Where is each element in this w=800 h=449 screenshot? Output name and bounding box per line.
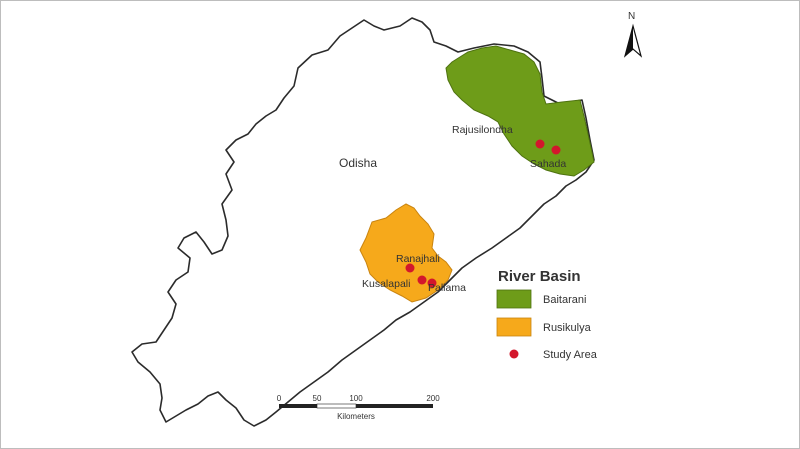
place-label-kusalapali: Kusalapali [362, 278, 410, 290]
north-arrow-label: N [628, 11, 635, 22]
odisha-outline [131, 17, 595, 427]
scale-tick-0: 0 [277, 394, 282, 403]
place-label-ranajhali: Ranajhali [396, 253, 440, 265]
region-label: Odisha [339, 156, 377, 170]
scale-unit: Kilometers [337, 412, 375, 421]
study-point-pallama [427, 278, 437, 288]
rusikulya-basin [359, 203, 453, 303]
study-point-sahada [551, 145, 561, 155]
study-point-rajusilondha [535, 139, 545, 149]
place-label-pallama: Pallama [428, 282, 466, 294]
legend-label-study-area: Study Area [543, 349, 598, 361]
legend: River Basin Baitarani Rusikulya Study Ar… [496, 268, 598, 361]
scale-tick-50: 50 [313, 394, 322, 403]
baitarani-basin [445, 45, 595, 177]
north-arrow: N [623, 11, 643, 58]
scale-tick-200: 200 [426, 394, 440, 403]
place-label-rajusilondha: Rajusilondha [452, 124, 513, 136]
legend-label-baitarani: Baitarani [543, 294, 586, 306]
legend-swatch-rusikulya [496, 317, 532, 337]
scale-bar: 0 50 100 200 Kilometers [277, 394, 440, 421]
study-point-ranajhali [405, 263, 415, 273]
legend-label-rusikulya: Rusikulya [543, 322, 592, 334]
legend-marker-study-area [509, 349, 519, 359]
place-label-sahada: Sahada [530, 158, 566, 170]
scale-tick-100: 100 [349, 394, 363, 403]
study-point-kusalapali [417, 275, 427, 285]
legend-swatch-baitarani [496, 289, 532, 309]
legend-title: River Basin [498, 268, 581, 285]
